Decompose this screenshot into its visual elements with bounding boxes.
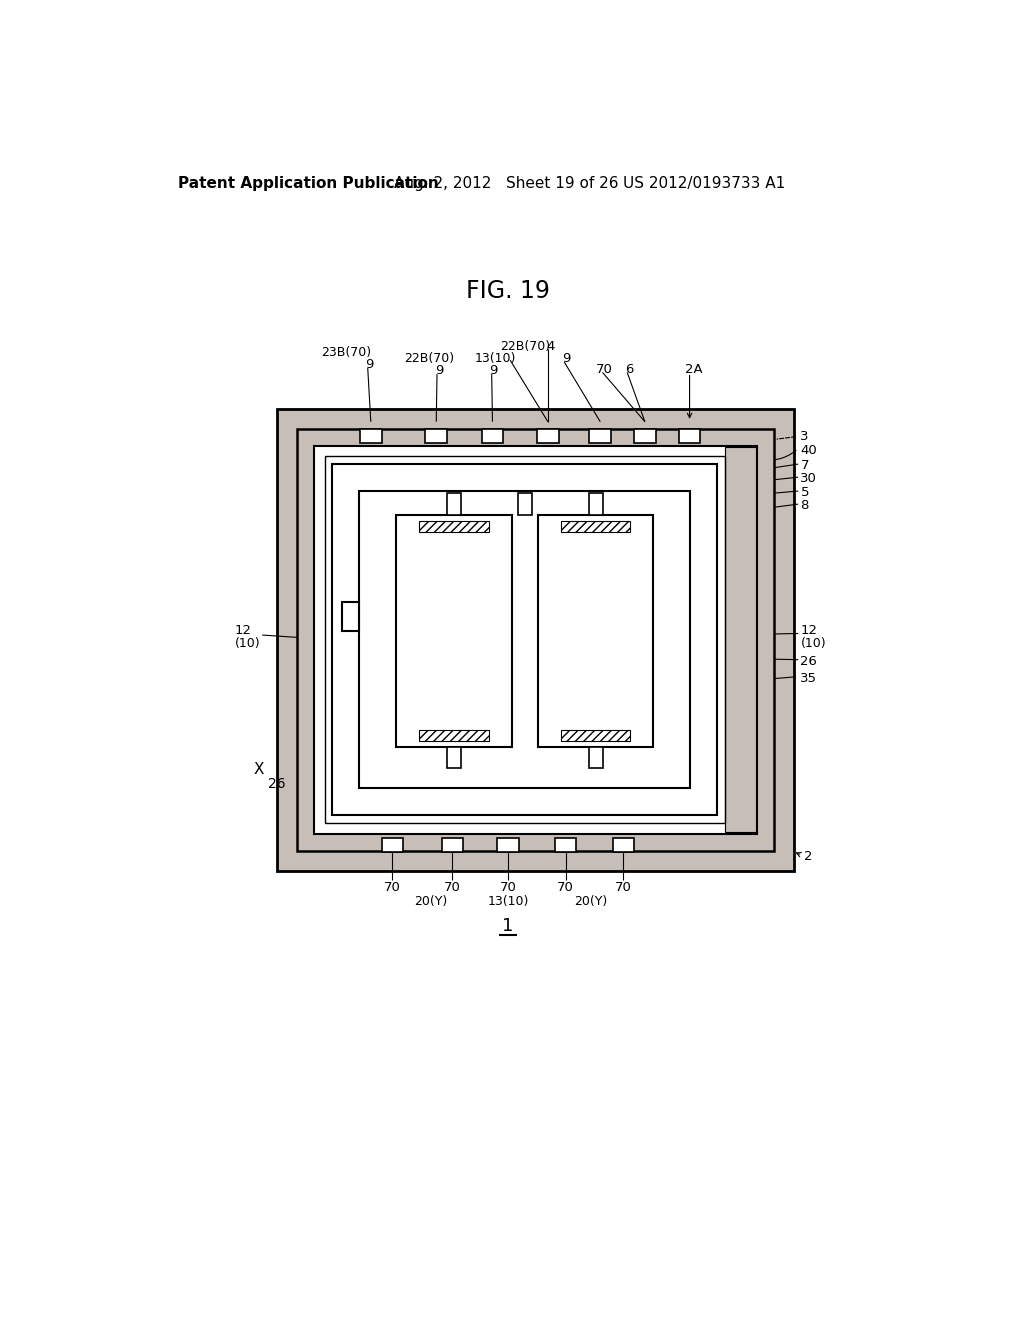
Text: 70: 70 [596, 363, 612, 376]
Text: 20B: 20B [446, 616, 471, 630]
Bar [276, 409, 795, 871]
Text: Patent Application Publication: Patent Application Publication [178, 177, 439, 191]
Text: 20(Y): 20(Y) [415, 895, 447, 908]
Text: 21: 21 [590, 774, 606, 787]
Bar [555, 838, 577, 853]
Bar [441, 838, 463, 853]
Text: 9: 9 [435, 364, 443, 378]
Text: US 2012/0193733 A1: US 2012/0193733 A1 [624, 177, 785, 191]
Bar [612, 838, 634, 853]
Text: 20A: 20A [446, 634, 471, 647]
Text: 3: 3 [801, 430, 809, 444]
Text: 22A: 22A [588, 599, 612, 612]
Text: 26: 26 [267, 777, 286, 792]
Text: 23A: 23A [310, 610, 336, 623]
Text: 8: 8 [801, 499, 809, 512]
Text: 70: 70 [444, 880, 461, 894]
Text: 5: 5 [801, 486, 809, 499]
Bar [419, 521, 488, 532]
Text: 12: 12 [801, 624, 817, 638]
Bar [561, 730, 631, 741]
Text: (10): (10) [801, 638, 826, 649]
Text: (10): (10) [234, 638, 260, 649]
Text: FIG. 19: FIG. 19 [466, 279, 550, 302]
Bar [325, 457, 725, 822]
Bar [313, 446, 758, 834]
Text: 12: 12 [234, 624, 252, 638]
Bar [561, 521, 631, 532]
Text: 22: 22 [438, 469, 456, 483]
Text: 13(10): 13(10) [487, 895, 528, 908]
Text: 20(Y): 20(Y) [574, 895, 607, 908]
Bar [538, 515, 653, 747]
Bar [497, 838, 518, 853]
Bar [589, 494, 602, 515]
Text: 7: 7 [801, 459, 809, 473]
Text: 21: 21 [446, 582, 463, 595]
Bar [679, 429, 700, 442]
Bar [538, 429, 559, 442]
Text: 30: 30 [801, 473, 817, 486]
Text: X: X [254, 762, 264, 776]
Bar [518, 494, 531, 515]
Text: 40: 40 [801, 444, 817, 457]
Text: 70: 70 [500, 880, 516, 894]
Bar [297, 429, 774, 850]
Text: 22B(70): 22B(70) [500, 339, 550, 352]
Bar [396, 515, 512, 747]
Bar [425, 429, 447, 442]
Bar [481, 429, 503, 442]
Text: 9: 9 [489, 364, 498, 378]
Text: 70: 70 [384, 880, 400, 894]
Text: 20B: 20B [588, 616, 612, 630]
Bar [634, 429, 655, 442]
Text: 22A: 22A [446, 599, 470, 612]
Text: 9: 9 [562, 352, 570, 366]
Text: 1: 1 [502, 917, 514, 935]
Bar [359, 491, 690, 788]
Bar [342, 602, 359, 631]
Bar [725, 447, 756, 832]
Text: 2: 2 [804, 850, 812, 863]
Text: 13(10): 13(10) [475, 352, 516, 366]
Text: 6: 6 [625, 363, 633, 376]
Bar [590, 429, 611, 442]
Text: Aug. 2, 2012   Sheet 19 of 26: Aug. 2, 2012 Sheet 19 of 26 [394, 177, 618, 191]
Bar [589, 747, 602, 768]
Bar [447, 747, 461, 768]
Bar [333, 465, 717, 816]
Text: 26: 26 [528, 469, 546, 483]
Text: 35: 35 [801, 672, 817, 685]
Text: 23: 23 [344, 488, 361, 502]
Bar [419, 730, 488, 741]
Bar [313, 446, 758, 834]
Text: 23B(70): 23B(70) [322, 346, 372, 359]
Text: 22B(70): 22B(70) [403, 352, 454, 366]
Text: 70: 70 [615, 880, 632, 894]
Bar [297, 429, 774, 850]
Text: 9: 9 [365, 358, 373, 371]
Text: 26: 26 [801, 655, 817, 668]
Text: 21: 21 [588, 582, 605, 595]
Text: 21: 21 [447, 774, 465, 787]
Text: 4: 4 [547, 339, 555, 352]
Text: 11: 11 [516, 799, 534, 812]
Text: 20A: 20A [588, 634, 612, 647]
Bar [382, 838, 403, 853]
Bar [360, 429, 382, 442]
Text: 2A: 2A [685, 363, 702, 376]
Bar [447, 494, 461, 515]
Text: 70: 70 [557, 880, 574, 894]
